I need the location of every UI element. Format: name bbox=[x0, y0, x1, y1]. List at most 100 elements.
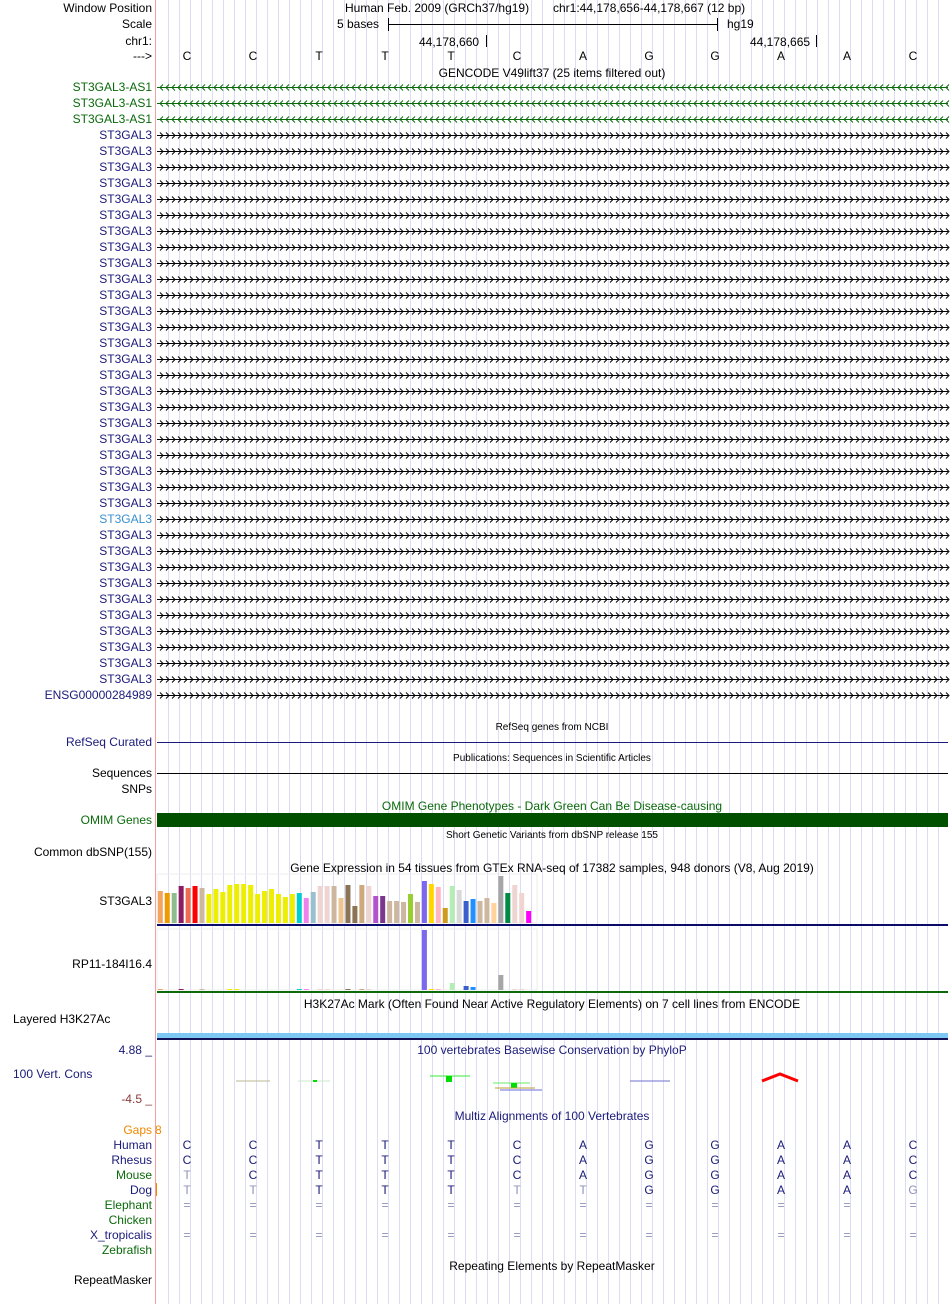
gene-label[interactable]: ST3GAL3 bbox=[99, 320, 152, 334]
gtex-bar bbox=[408, 894, 413, 923]
gtex-gene-label-1[interactable]: ST3GAL3 bbox=[99, 894, 152, 908]
gene-label[interactable]: ST3GAL3 bbox=[99, 672, 152, 686]
strand-label[interactable]: ---> bbox=[133, 49, 152, 63]
species-label[interactable]: X_tropicalis bbox=[89, 1228, 152, 1242]
phylop-label[interactable]: 100 Vert. Cons bbox=[13, 1067, 93, 1081]
aligned-base: C bbox=[248, 1138, 258, 1152]
gtex-bar bbox=[199, 989, 205, 990]
species-label[interactable]: Dog bbox=[129, 1183, 152, 1197]
gene-label[interactable]: ST3GAL3 bbox=[99, 624, 152, 638]
gene-label[interactable]: ST3GAL3 bbox=[99, 512, 152, 526]
omim-label[interactable]: OMIM Genes bbox=[80, 813, 152, 827]
gene-label[interactable]: ST3GAL3 bbox=[99, 384, 152, 398]
aligned-base: A bbox=[776, 1168, 785, 1182]
strand-arrow-right-icon bbox=[159, 564, 950, 571]
aligned-base: = bbox=[183, 1198, 191, 1212]
gene-label[interactable]: ST3GAL3 bbox=[99, 432, 152, 446]
gene-label[interactable]: ST3GAL3 bbox=[99, 128, 152, 142]
gene-label[interactable]: ST3GAL3 bbox=[99, 640, 152, 654]
species-label[interactable]: Chicken bbox=[108, 1213, 152, 1227]
gtex-gene-label-2[interactable]: RP11-184I16.4 bbox=[72, 957, 152, 971]
gene-label[interactable]: ST3GAL3 bbox=[99, 304, 152, 318]
gene-label[interactable]: ST3GAL3 bbox=[99, 176, 152, 190]
gene-label[interactable]: ST3GAL3 bbox=[99, 560, 152, 574]
gene-label[interactable]: ST3GAL3 bbox=[99, 208, 152, 222]
gene-label[interactable]: ENSG00000284989 bbox=[44, 688, 152, 702]
gtex-bar bbox=[317, 989, 323, 990]
base-letter: G bbox=[644, 49, 654, 63]
gene-label[interactable]: ST3GAL3 bbox=[99, 592, 152, 606]
gene-label[interactable]: ST3GAL3-AS1 bbox=[72, 96, 152, 110]
gtex-bar bbox=[317, 886, 323, 923]
gene-label[interactable]: ST3GAL3 bbox=[99, 240, 152, 254]
sequences-label[interactable]: Sequences bbox=[91, 766, 152, 780]
gtex-bar bbox=[171, 893, 177, 923]
dbsnp-title: Short Genetic Variants from dbSNP releas… bbox=[446, 830, 658, 841]
phylop-signal bbox=[761, 1072, 799, 1083]
gene-label[interactable]: ST3GAL3 bbox=[99, 160, 152, 174]
gtex-bar bbox=[269, 889, 274, 923]
gene-label[interactable]: ST3GAL3 bbox=[99, 608, 152, 622]
gtex-bar bbox=[303, 989, 309, 990]
gene-label[interactable]: ST3GAL3 bbox=[99, 544, 152, 558]
phylop-min: -4.5 _ bbox=[121, 1092, 152, 1106]
gene-label[interactable]: ST3GAL3 bbox=[99, 272, 152, 286]
strand-arrow-left-icon bbox=[159, 84, 950, 91]
refseq-label[interactable]: RefSeq Curated bbox=[65, 735, 152, 749]
aligned-base: G bbox=[644, 1183, 654, 1197]
gene-label[interactable]: ST3GAL3-AS1 bbox=[72, 112, 152, 126]
aligned-base: G bbox=[644, 1138, 654, 1152]
aligned-base: T bbox=[381, 1168, 389, 1182]
species-label[interactable]: Elephant bbox=[104, 1198, 152, 1212]
species-label[interactable]: Zebrafish bbox=[101, 1243, 152, 1257]
base-letter: C bbox=[248, 49, 258, 63]
gene-label[interactable]: ST3GAL3 bbox=[99, 464, 152, 478]
gene-label[interactable]: ST3GAL3 bbox=[99, 480, 152, 494]
gene-label[interactable]: ST3GAL3 bbox=[99, 400, 152, 414]
strand-arrow-right-icon bbox=[159, 244, 950, 251]
h3k27ac-label[interactable]: Layered H3K27Ac bbox=[13, 1012, 111, 1026]
species-label[interactable]: Mouse bbox=[115, 1168, 152, 1182]
gene-label[interactable]: ST3GAL3 bbox=[99, 192, 152, 206]
chr-label: chr1: bbox=[125, 34, 152, 48]
gene-label[interactable]: ST3GAL3 bbox=[99, 288, 152, 302]
aligned-base: = bbox=[381, 1228, 389, 1242]
gene-label[interactable]: ST3GAL3 bbox=[99, 224, 152, 238]
gtex-bar bbox=[477, 901, 483, 923]
gene-label[interactable]: ST3GAL3 bbox=[99, 448, 152, 462]
aligned-base: = bbox=[249, 1198, 257, 1212]
strand-arrow-right-icon bbox=[159, 660, 950, 667]
strand-arrow-right-icon bbox=[159, 452, 950, 459]
gene-label[interactable]: ST3GAL3 bbox=[99, 656, 152, 670]
repeatmasker-label[interactable]: RepeatMasker bbox=[73, 1273, 152, 1287]
gene-label[interactable]: ST3GAL3 bbox=[99, 144, 152, 158]
dbsnp-label[interactable]: Common dbSNP(155) bbox=[33, 845, 152, 859]
gene-label[interactable]: ST3GAL3 bbox=[99, 528, 152, 542]
gene-label[interactable]: ST3GAL3 bbox=[99, 368, 152, 382]
gene-label[interactable]: ST3GAL3-AS1 bbox=[72, 80, 152, 94]
gene-label[interactable]: ST3GAL3 bbox=[99, 352, 152, 366]
gtex-bar bbox=[345, 885, 351, 923]
gene-label[interactable]: ST3GAL3 bbox=[99, 496, 152, 510]
gene-label[interactable]: ST3GAL3 bbox=[99, 416, 152, 430]
species-label[interactable]: Rhesus bbox=[111, 1153, 152, 1167]
gtex-bar bbox=[338, 898, 344, 923]
gtex-bar bbox=[491, 903, 497, 923]
position-readout: chr1:44,178,656-44,178,667 (12 bp) bbox=[553, 1, 746, 15]
gtex-bar bbox=[401, 902, 407, 923]
aligned-base: = bbox=[711, 1228, 719, 1242]
gtex-bar bbox=[428, 989, 434, 990]
aligned-base: C bbox=[908, 1168, 918, 1182]
gene-label[interactable]: ST3GAL3 bbox=[99, 336, 152, 350]
strand-arrow-right-icon bbox=[159, 500, 950, 507]
strand-arrow-right-icon bbox=[159, 356, 950, 363]
gaps-label[interactable]: Gaps bbox=[123, 1123, 152, 1137]
snps-label[interactable]: SNPs bbox=[121, 782, 152, 796]
species-label[interactable]: Human bbox=[113, 1138, 152, 1152]
aligned-base: T bbox=[447, 1153, 455, 1167]
gene-label[interactable]: ST3GAL3 bbox=[99, 576, 152, 590]
gene-label[interactable]: ST3GAL3 bbox=[99, 256, 152, 270]
aligned-base: G bbox=[710, 1138, 720, 1152]
